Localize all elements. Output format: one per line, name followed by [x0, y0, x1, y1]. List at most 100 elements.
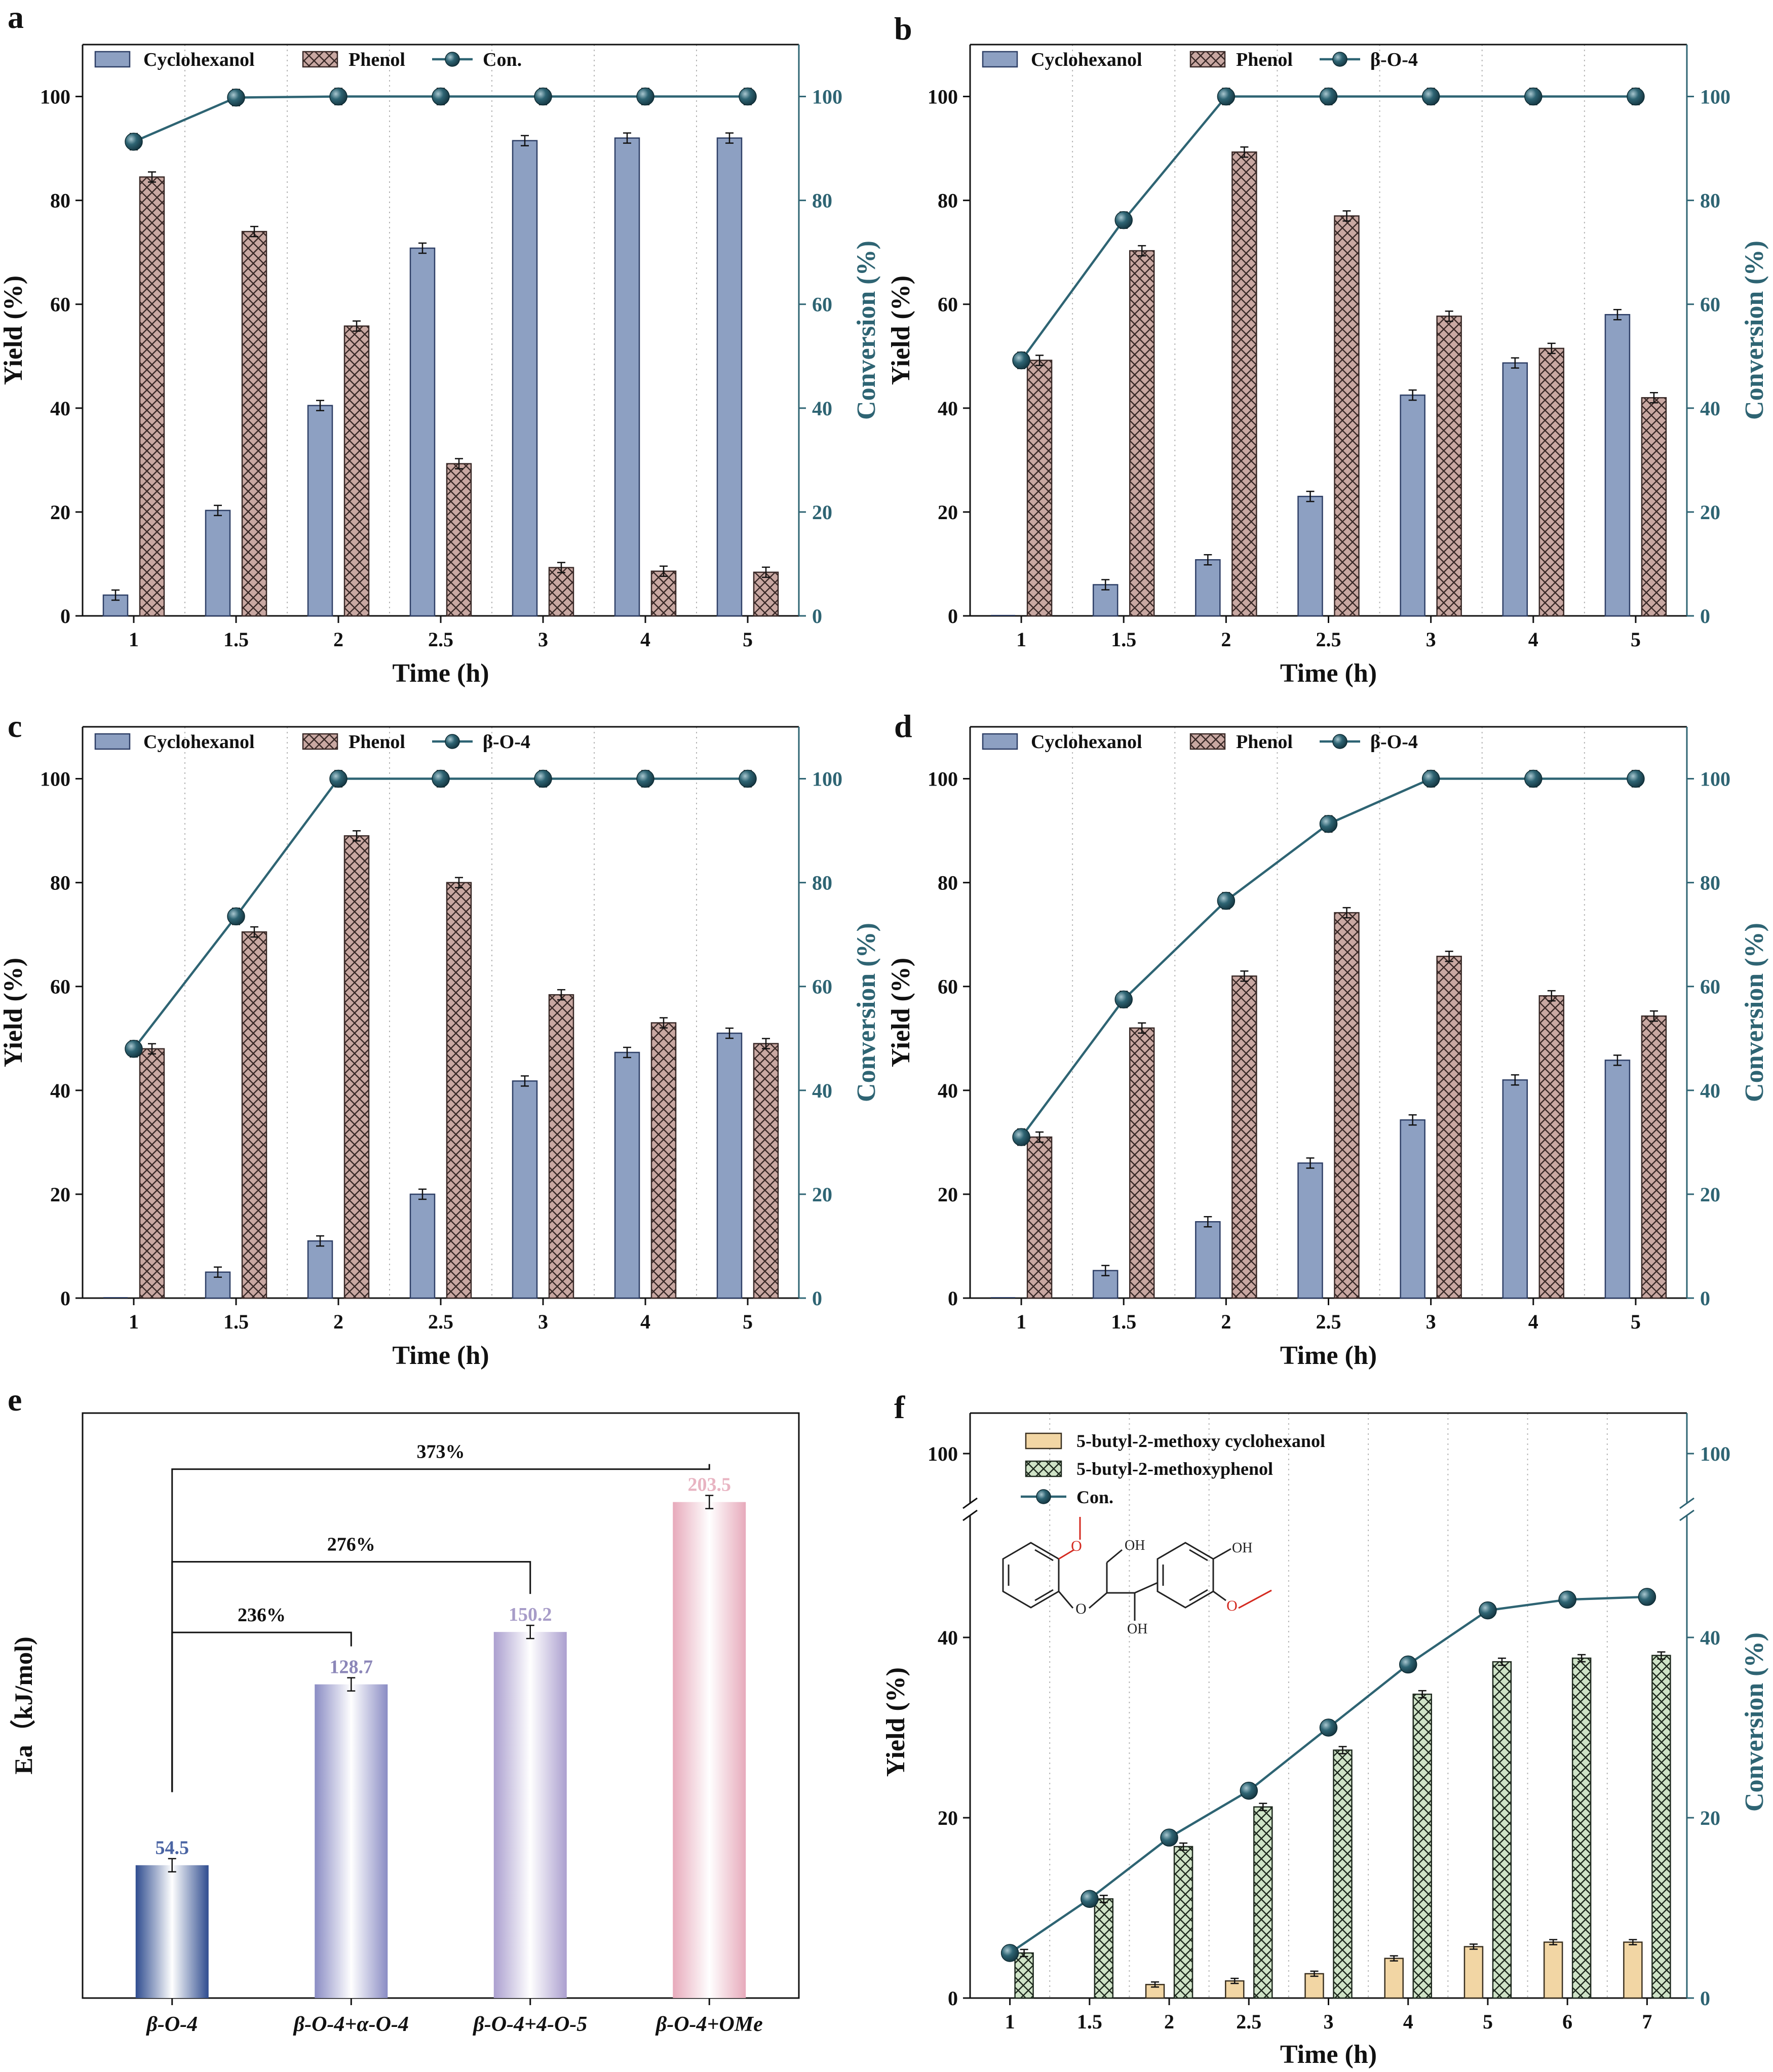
cyclohexanol-bar [409, 1193, 436, 1299]
legend-label-phenol: Phenol [349, 49, 405, 70]
cyclohexanol-bar [205, 510, 231, 617]
y-tick-label: 20 [938, 1183, 958, 1206]
y-tick-label: 100 [40, 86, 70, 108]
phenol-bar [139, 1048, 165, 1299]
x-tick-label: 3 [1324, 2010, 1334, 2033]
x-tick-label: 1.5 [223, 1310, 249, 1333]
cyclohexanol-bar [1400, 394, 1425, 617]
x-tick-label: β-O-4+α-O-4 [293, 2013, 409, 2036]
bracket-label: 373% [417, 1441, 465, 1463]
x-tick-label: 2.5 [428, 628, 453, 651]
conversion-point [1319, 87, 1338, 106]
y-tick-label: 0 [60, 605, 70, 628]
y2-axis-label: Conversion (%) [1740, 923, 1769, 1102]
legend-label-cyclohexanol: Cyclohexanol [1031, 731, 1142, 753]
x-tick-label: 2.5 [1316, 628, 1341, 651]
phenol-bar [1334, 215, 1360, 617]
methoxycyclohexanol-bar [1384, 1958, 1404, 1999]
x-tick-label: 3 [1426, 1310, 1436, 1333]
legend-label-cyclohexanol: Cyclohexanol [143, 49, 255, 70]
x-tick-label: 1 [1005, 2010, 1015, 2033]
cyclohexanol-bar [1400, 1119, 1425, 1299]
conversion-point [1217, 87, 1236, 106]
phenol-bar [241, 931, 267, 1299]
x-tick-label: 5 [743, 1310, 753, 1333]
conversion-point [329, 769, 348, 788]
cyclohexanol-bar [1195, 1221, 1221, 1299]
x-tick-label: 1.5 [1111, 628, 1136, 651]
structure-oh-1: OH [1125, 1538, 1145, 1553]
conversion-point [125, 133, 143, 151]
conversion-point [636, 87, 654, 106]
x-tick-label: 1 [129, 628, 139, 651]
cyclohexanol-bar [1502, 1079, 1528, 1299]
legend-swatch-point [1036, 1489, 1051, 1504]
panel-label: f [894, 1389, 905, 1425]
y2-tick-label: 100 [1700, 768, 1730, 791]
conversion-point [1114, 990, 1133, 1009]
x-tick-label: 2 [333, 628, 343, 651]
legend-label-phenol: Phenol [349, 731, 405, 753]
cyclohexanol-bar [716, 137, 743, 617]
panel-a: 0 20 40 60 80 100 0 20 40 60 80 100 1 1.5 2 2.5 3 4 5 Time … [0, 0, 881, 688]
x-tick-label: 3 [538, 1310, 548, 1333]
y2-tick-label: 60 [1700, 975, 1720, 998]
y-axis-label: Yield (%) [0, 958, 28, 1067]
y-axis-label: Yield (%) [0, 276, 28, 385]
phenol-bar [1231, 975, 1257, 1299]
y2-axis-label: Conversion (%) [1740, 1632, 1769, 1812]
y2-tick-label: 0 [812, 1287, 822, 1310]
y2-tick-label: 100 [1700, 86, 1730, 108]
y2-tick-label: 100 [812, 768, 842, 791]
y-tick-label: 0 [948, 1287, 958, 1310]
conversion-point [432, 87, 450, 106]
y2-tick-label: 20 [812, 1183, 832, 1206]
phenol-bar [343, 325, 370, 617]
methoxycyclohexanol-bar [1463, 1946, 1484, 1999]
svg-text:O: O [1075, 1600, 1087, 1617]
methoxyphenol-bar [1492, 1661, 1512, 1999]
legend-label-conversion: β-O-4 [483, 731, 530, 753]
conversion-point [1627, 87, 1645, 106]
cyclohexanol-bar [409, 247, 436, 617]
y2-tick-label: 60 [812, 293, 832, 316]
conversion-point [329, 87, 348, 106]
y-tick-label: 20 [938, 1807, 958, 1829]
legend-swatch-phenol [302, 733, 338, 750]
legend-swatch-phenol [302, 51, 338, 68]
cyclohexanol-bar [1604, 1060, 1631, 1299]
y2-tick-label: 20 [812, 501, 832, 524]
phenol-bar [1538, 995, 1565, 1299]
x-tick-label: 1.5 [1077, 2010, 1102, 2033]
phenol-bar [1129, 1027, 1155, 1299]
x-tick-label: 2.5 [1316, 1310, 1341, 1333]
phenol-bar [446, 882, 472, 1299]
y-tick-label: 40 [938, 1079, 958, 1102]
lignin-dimer-structure: O O O OH OH OH [1002, 1517, 1272, 1637]
legend-label-conversion: β-O-4 [1370, 731, 1418, 753]
phenol-bar [343, 835, 370, 1299]
phenol-bar [139, 176, 165, 617]
phenol-bar [650, 570, 677, 617]
x-tick-label: β-O-4+4-O-5 [472, 2013, 587, 2036]
y-tick-label: 80 [50, 872, 70, 894]
methoxyphenol-bar [1094, 1898, 1114, 1999]
y-tick-label: 20 [50, 1183, 70, 1206]
y2-tick-label: 0 [1700, 1287, 1710, 1310]
phenol-bar [241, 230, 267, 617]
legend-label-conversion: Con. [1076, 1487, 1113, 1507]
cyclohexanol-bar [512, 140, 538, 617]
legend-label-methoxycyclohexanol: 5-butyl-2-methoxy cyclohexanol [1076, 1431, 1325, 1451]
y-tick-label: 80 [938, 872, 958, 894]
x-tick-label: 1.5 [1111, 1310, 1136, 1333]
conversion-point [636, 769, 654, 788]
y-tick-label: 40 [938, 397, 958, 420]
y2-tick-label: 40 [1700, 397, 1720, 420]
y-tick-label: 100 [928, 1442, 958, 1465]
phenol-bar [1231, 151, 1257, 617]
phenol-bar [1436, 956, 1462, 1299]
x-tick-label: 3 [538, 628, 548, 651]
conversion-point [1524, 769, 1543, 788]
y2-tick-label: 100 [812, 86, 842, 108]
y-tick-label: 20 [938, 501, 958, 524]
